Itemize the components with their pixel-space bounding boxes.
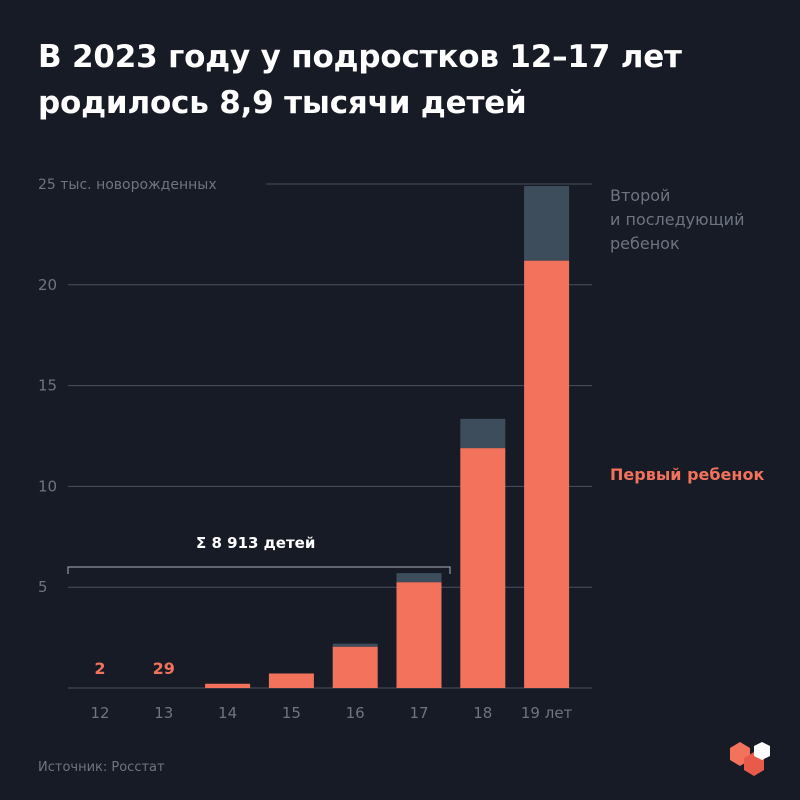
bar-first-child-16 [332,646,378,688]
x-tick-label-16: 16 [346,704,365,722]
text-layer: 5 10 15 20 25 тыс. новорожденных 12 13 14 15 16 17… [38,177,764,722]
y-tick-label-5: 5 [38,578,48,596]
source-note: Источник: Росстат [38,760,165,775]
x-tick-label-12: 12 [90,704,109,722]
grid-layer [67,183,592,689]
value-label-13: 29 [153,659,175,678]
brand-logo [730,742,770,776]
y-axis-label: 25 тыс. новорожденных [38,177,217,193]
chart-title: В 2023 году у подростков 12–17 лет родил… [38,34,778,126]
y-tick-label-15: 15 [38,377,57,395]
title-line-1: В 2023 году у подростков 12–17 лет [38,39,682,75]
bar-second-child-18 [460,418,506,449]
x-tick-label-15: 15 [282,704,301,722]
x-tick-label-19: 19 лет [521,704,573,722]
x-tick-label-17: 17 [409,704,428,722]
legend-second-child-line-2: и последующий [610,210,744,229]
bar-first-child-18 [460,448,506,688]
x-tick-label-13: 13 [154,704,173,722]
x-tick-label-14: 14 [218,704,237,722]
bar-first-child-15 [268,673,314,688]
legend-second-child-line-1: Второй [610,186,670,205]
bar-second-child-19 [524,186,570,261]
sum-bracket [67,566,451,574]
x-tick-label-18: 18 [473,704,492,722]
bars-layer [205,186,570,688]
legend-second-child-line-3: ребенок [610,234,680,253]
bar-first-child-17 [396,582,442,688]
sum-annotation: Σ 8 913 детей [196,534,315,552]
value-label-12: 2 [94,659,105,678]
legend-first-child: Первый ребенок [610,465,764,484]
y-tick-label-10: 10 [38,477,57,495]
bar-second-child-17 [396,573,442,583]
bar-first-child-14 [205,683,251,688]
title-line-2: родилось 8,9 тысячи детей [38,85,527,121]
y-tick-label-20: 20 [38,276,57,294]
bar-first-child-19 [524,260,570,688]
bar-second-child-16 [332,643,378,647]
